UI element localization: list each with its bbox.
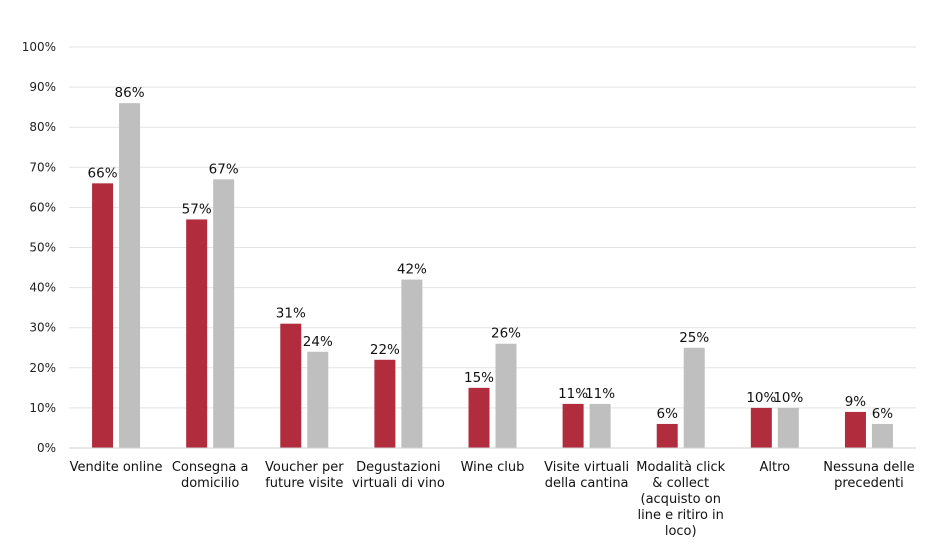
data-label: 67% (209, 161, 239, 177)
bar (844, 411, 866, 448)
y-tick-label: 90% (29, 80, 56, 94)
bar (92, 183, 114, 448)
bar (750, 407, 772, 448)
y-tick-label: 20% (29, 361, 56, 375)
x-tick-label: Consegna a domicilio (172, 460, 249, 491)
x-tick-label: Modalità click & collect (acquisto on line … (636, 460, 725, 539)
bar (213, 179, 235, 448)
bar (307, 351, 329, 448)
x-tick-label: Nessuna delle precedenti (823, 460, 914, 491)
bar (656, 423, 678, 448)
y-tick-label: 60% (29, 200, 56, 214)
bars (92, 103, 893, 448)
bar (871, 423, 893, 448)
data-label: 15% (464, 370, 494, 386)
data-label: 42% (397, 262, 427, 278)
x-tick-label: Visite virtuali della cantina (544, 460, 629, 491)
bar (683, 347, 705, 448)
bar (119, 103, 141, 448)
data-label: 25% (679, 330, 709, 346)
data-label: 9% (845, 394, 867, 410)
y-tick-label: 80% (29, 120, 56, 134)
data-label: 57% (182, 201, 212, 217)
y-tick-label: 50% (29, 241, 56, 255)
y-tick-label: 100% (22, 40, 56, 54)
data-labels: 66% 86% 57% 67% 31% 24% 22% 42% 15% 26% 11%11% 6% 25… (88, 85, 894, 422)
x-axis: Vendite online Consegna a domicilio Voucher… (69, 447, 916, 539)
bar (280, 323, 302, 448)
y-axis: 0% 10% 20% 30% 40% 50% 60% 70% 80% 90% 100% (22, 40, 56, 455)
y-tick-label: 40% (29, 281, 56, 295)
data-label: 6% (657, 406, 679, 422)
bar (374, 359, 396, 448)
data-label: 10% (773, 390, 803, 406)
bar (186, 219, 208, 448)
data-label: 22% (370, 342, 400, 358)
bar (495, 343, 517, 448)
data-label: 86% (115, 85, 145, 101)
data-label: 11% (585, 386, 615, 402)
bar (589, 403, 611, 448)
data-label: 24% (303, 334, 333, 350)
bar (468, 387, 490, 448)
bar (401, 279, 423, 448)
x-tick-label: Degustazioni virtuali di vino (352, 460, 445, 491)
data-label: 6% (872, 406, 894, 422)
x-tick-label: Wine club (461, 460, 525, 475)
data-label: 10% (746, 390, 776, 406)
x-tick-label: Altro (760, 460, 791, 475)
bar (777, 407, 799, 448)
y-tick-label: 70% (29, 160, 56, 174)
y-tick-label: 30% (29, 321, 56, 335)
data-label: 11% (558, 386, 588, 402)
gridlines (69, 46, 916, 409)
x-tick-label: Vendite online (70, 460, 163, 475)
data-label: 66% (88, 165, 118, 181)
data-label: 31% (276, 306, 306, 322)
y-tick-label: 0% (37, 441, 56, 455)
y-tick-label: 10% (29, 401, 56, 415)
data-label: 26% (491, 326, 521, 342)
x-tick-label: Voucher per future visite (265, 460, 344, 491)
bar (562, 403, 584, 448)
